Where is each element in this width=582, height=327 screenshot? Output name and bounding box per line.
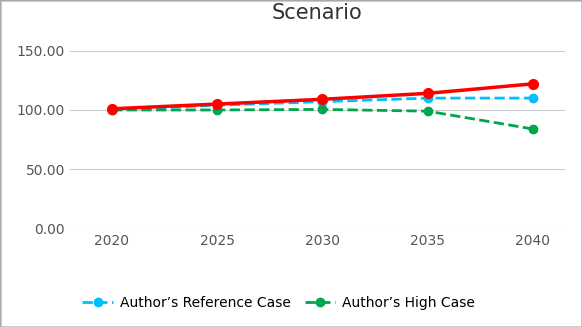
Title: EIA Forecast - Peak Oil Demand Alternative
Scenario: EIA Forecast - Peak Oil Demand Alternati…	[93, 0, 542, 23]
